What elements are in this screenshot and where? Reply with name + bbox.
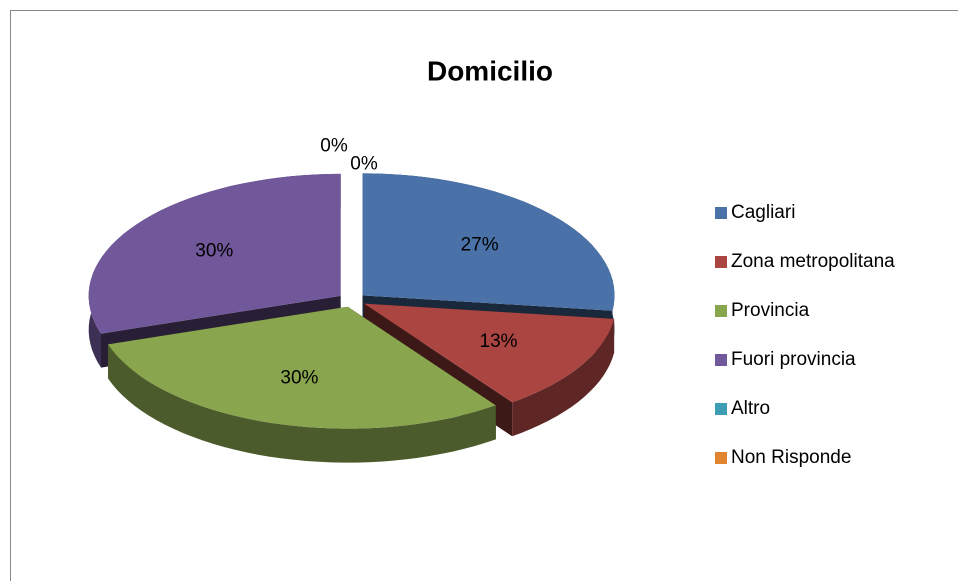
- legend-swatch: [715, 305, 727, 317]
- data-label: 0%: [320, 135, 348, 156]
- legend-label: Provincia: [731, 300, 810, 321]
- legend-label: Zona metropolitana: [731, 251, 895, 272]
- legend-label: Cagliari: [731, 202, 795, 223]
- slice: [362, 173, 615, 311]
- slice: [88, 173, 341, 334]
- slice: [364, 303, 615, 403]
- data-label: 30%: [280, 368, 318, 389]
- legend-swatch: [715, 452, 727, 464]
- legend-label: Altro: [731, 398, 770, 419]
- legend-label: Non Risponde: [731, 447, 851, 468]
- legend-swatch: [715, 354, 727, 366]
- slice-side: [108, 344, 496, 463]
- slice-side: [512, 318, 615, 437]
- data-label: 13%: [480, 331, 518, 352]
- slice: [108, 306, 496, 429]
- legend-swatch: [715, 207, 727, 219]
- data-label: 27%: [461, 234, 499, 255]
- chart-title: Domicilio: [427, 55, 553, 86]
- data-label: 0%: [350, 153, 378, 174]
- legend-label: Fuori provincia: [731, 349, 856, 370]
- legend-swatch: [715, 403, 727, 415]
- legend-swatch: [715, 256, 727, 268]
- data-label: 30%: [195, 240, 233, 261]
